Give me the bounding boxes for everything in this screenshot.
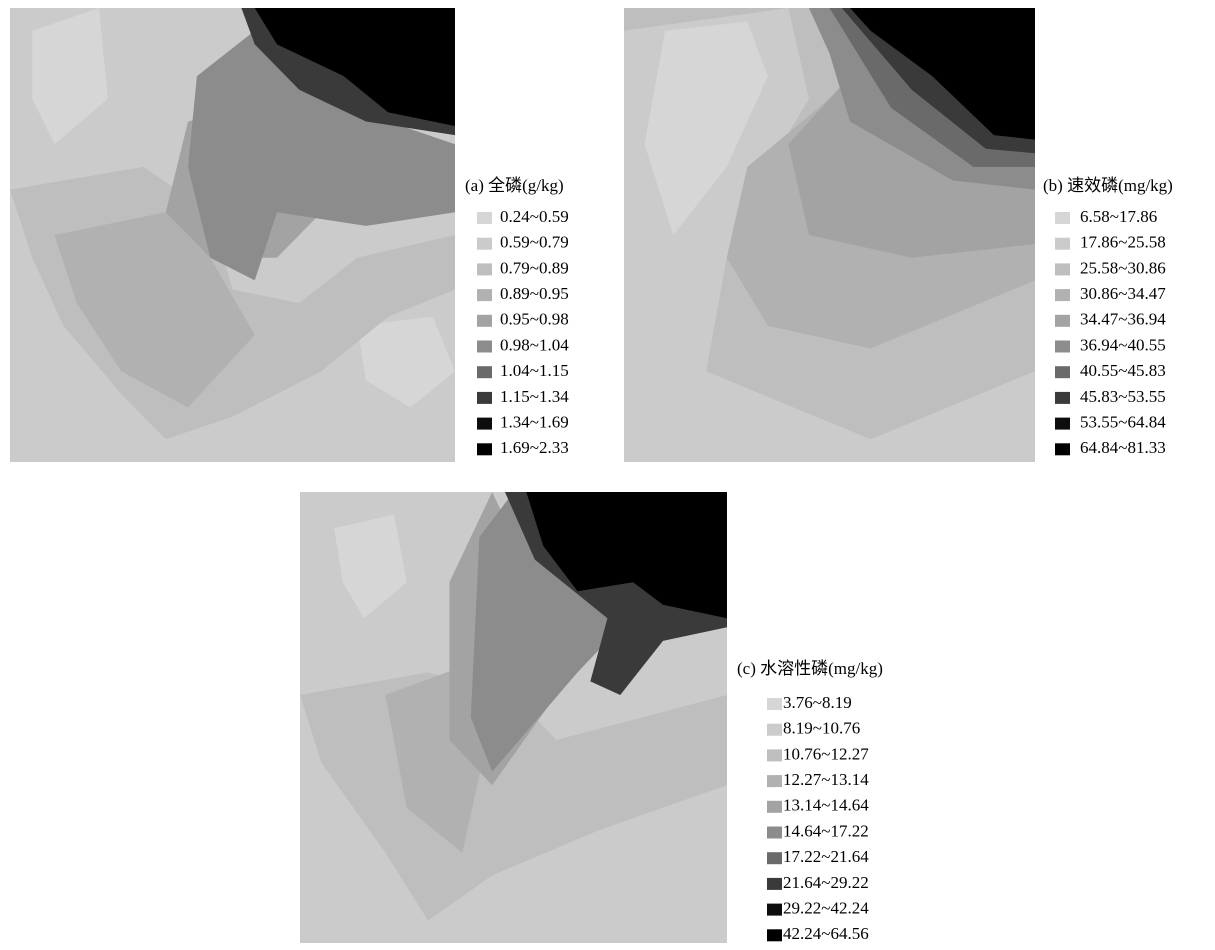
legend-swatch [1055, 314, 1070, 327]
contour-region [526, 492, 727, 619]
legend-label: 17.22~21.64 [783, 847, 869, 866]
legend-swatch [477, 237, 492, 250]
legend-swatch [767, 749, 782, 762]
legend-swatch [1055, 443, 1070, 456]
legend-swatch [477, 314, 492, 327]
legend-title: (a) 全磷(g/kg) [465, 176, 564, 195]
legend-label: 1.04~1.15 [500, 361, 569, 380]
legend-swatch [767, 877, 782, 890]
legend-label: 14.64~17.22 [783, 821, 869, 840]
legend-label: 0.98~1.04 [500, 335, 569, 354]
legend-label: 1.15~1.34 [500, 387, 569, 406]
legend-swatch [767, 723, 782, 736]
legend-swatch [1055, 366, 1070, 379]
legend-label: 13.14~14.64 [783, 796, 869, 815]
contour-region [54, 212, 255, 408]
contour-region [357, 316, 455, 408]
legend-label: 34.47~36.94 [1080, 310, 1166, 329]
legend-swatch [1055, 340, 1070, 353]
legend-swatch [477, 391, 492, 404]
legend-swatch [767, 800, 782, 813]
legend-swatch [477, 212, 492, 224]
legend-swatch [477, 366, 492, 379]
legend-title: (b) 速效磷(mg/kg) [1043, 176, 1173, 195]
legend-swatch [1055, 391, 1070, 404]
contour-map [624, 8, 1035, 462]
legend-title: (c) 水溶性磷(mg/kg) [737, 659, 883, 678]
legend-label: 40.55~45.83 [1080, 361, 1166, 380]
legend-label: 30.86~34.47 [1080, 284, 1166, 303]
legend-label: 1.34~1.69 [500, 413, 569, 432]
legend-swatch [767, 698, 782, 710]
legend-label: 17.86~25.58 [1080, 233, 1166, 252]
legend-swatch [1055, 417, 1070, 430]
contour-map [300, 492, 727, 943]
legend-label: 10.76~12.27 [783, 744, 869, 763]
legend-label: 21.64~29.22 [783, 873, 869, 892]
legend-label: 42.24~64.56 [783, 924, 869, 943]
contour-region [188, 30, 455, 281]
panel: (a) 全磷(g/kg) 0.24~0.59 0.59~0.79 0.79~0.89 0… [10, 8, 569, 462]
legend-label: 3.76~8.19 [783, 693, 852, 712]
legend-label: 36.94~40.55 [1080, 335, 1166, 354]
legend-swatch [767, 852, 782, 865]
contour-region [470, 492, 621, 772]
legend-swatch [477, 263, 492, 276]
legend-label: 53.55~64.84 [1080, 413, 1166, 432]
contour-region [32, 8, 108, 145]
legend-label: 1.69~2.33 [500, 438, 569, 457]
legend-label: 0.95~0.98 [500, 310, 569, 329]
contour-map [10, 8, 455, 462]
contour-region [624, 371, 1035, 462]
legend-swatch [767, 775, 782, 788]
legend-swatch [1055, 263, 1070, 276]
panel: (c) 水溶性磷(mg/kg) 3.76~8.19 8.19~10.76 10.76~… [300, 492, 883, 943]
legend-swatch [477, 289, 492, 302]
legend-label: 12.27~13.14 [783, 770, 869, 789]
legend-label: 0.79~0.89 [500, 258, 569, 277]
legend-swatch [1055, 289, 1070, 302]
legend-label: 0.24~0.59 [500, 207, 569, 226]
legend-label: 29.22~42.24 [783, 899, 869, 918]
contour-region [254, 8, 455, 127]
legend-swatch [477, 443, 492, 456]
legend-swatch [767, 929, 782, 942]
legend-label: 0.89~0.95 [500, 284, 569, 303]
contour-region [334, 514, 407, 619]
legend-label: 8.19~10.76 [783, 719, 860, 738]
legend-swatch [1055, 237, 1070, 250]
legend-swatch [477, 340, 492, 353]
legend-swatch [1055, 212, 1070, 224]
legend-label: 6.58~17.86 [1080, 207, 1157, 226]
contour-region [644, 21, 768, 236]
legend-swatch [477, 417, 492, 430]
legend-label: 25.58~30.86 [1080, 258, 1166, 277]
legend-label: 0.59~0.79 [500, 233, 569, 252]
panel: (b) 速效磷(mg/kg) 6.58~17.86 17.86~25.58 25.58… [624, 8, 1173, 462]
legend-label: 45.83~53.55 [1080, 387, 1166, 406]
contour-region [850, 8, 1035, 140]
legend-label: 64.84~81.33 [1080, 438, 1166, 457]
legend-swatch [767, 903, 782, 916]
legend-swatch [767, 826, 782, 839]
